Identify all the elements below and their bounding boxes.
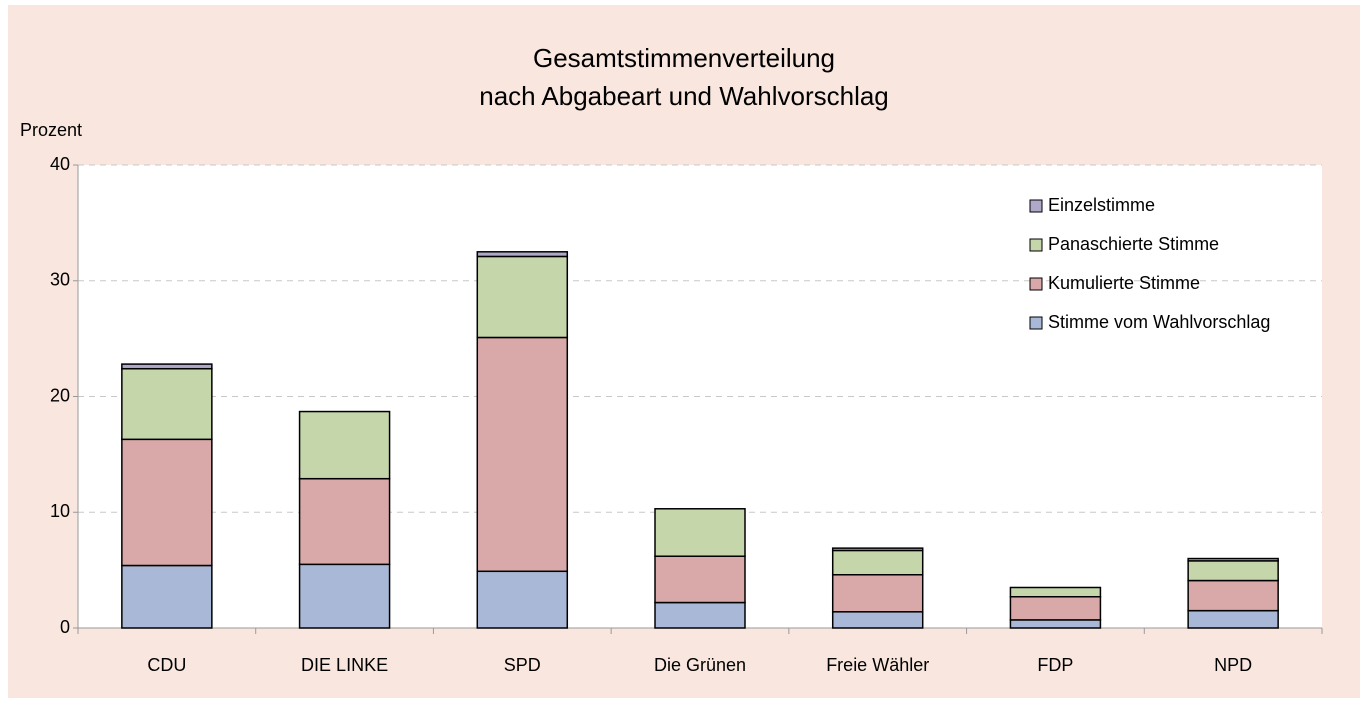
legend-label: Einzelstimme xyxy=(1048,195,1155,215)
bar-segment xyxy=(476,336,569,573)
y-tick-label: 40 xyxy=(50,154,70,174)
bar-segment xyxy=(654,555,746,604)
x-tick-label: FDP xyxy=(1037,655,1073,675)
chart-title: Gesamtstimmenverteilung xyxy=(533,43,835,73)
bar-segment xyxy=(298,563,391,629)
legend-swatch xyxy=(1029,199,1043,213)
legend-swatch xyxy=(1029,277,1043,291)
bar-segment xyxy=(121,564,213,629)
y-tick-label: 10 xyxy=(50,501,70,521)
bar-segment xyxy=(831,549,924,576)
chart-subtitle: nach Abgabeart und Wahlvorschlag xyxy=(479,81,889,111)
legend-label: Kumulierte Stimme xyxy=(1048,273,1200,293)
bar-segment xyxy=(654,601,746,629)
x-tick-label: DIE LINKE xyxy=(301,655,388,675)
y-tick-label: 0 xyxy=(60,617,70,637)
bar-segment xyxy=(476,570,569,629)
bar-segment xyxy=(654,508,746,557)
bar-segment xyxy=(831,574,924,613)
bar-segment xyxy=(831,547,924,552)
bar-segment xyxy=(121,438,213,567)
bar-segment xyxy=(1187,609,1279,629)
bar-segment xyxy=(1187,557,1279,562)
bar-segment xyxy=(1009,586,1102,598)
legend-swatch xyxy=(1029,238,1043,252)
x-tick-label: CDU xyxy=(147,655,186,675)
x-tick-label: NPD xyxy=(1214,655,1252,675)
bar-segment xyxy=(298,477,391,566)
bar-segment xyxy=(476,255,569,339)
bar-segment xyxy=(1009,595,1102,621)
bar-segment xyxy=(298,410,391,480)
x-tick-label: Freie Wähler xyxy=(826,655,929,675)
y-axis-label: Prozent xyxy=(20,120,82,140)
bar-segment xyxy=(1009,619,1102,629)
legend-swatch xyxy=(1029,316,1043,330)
y-tick-label: 30 xyxy=(50,270,70,290)
y-tick-label: 20 xyxy=(50,385,70,405)
bar-segment xyxy=(1187,579,1279,612)
bar-segment xyxy=(1187,560,1279,582)
bar-segment xyxy=(121,363,213,370)
x-tick-label: SPD xyxy=(504,655,541,675)
bar-segment xyxy=(476,251,569,258)
bar-segment xyxy=(121,367,213,441)
legend-label: Panaschierte Stimme xyxy=(1048,234,1219,254)
x-tick-label: Die Grünen xyxy=(654,655,746,675)
bar-segment xyxy=(831,611,924,629)
legend-label: Stimme vom Wahlvorschlag xyxy=(1048,312,1270,332)
